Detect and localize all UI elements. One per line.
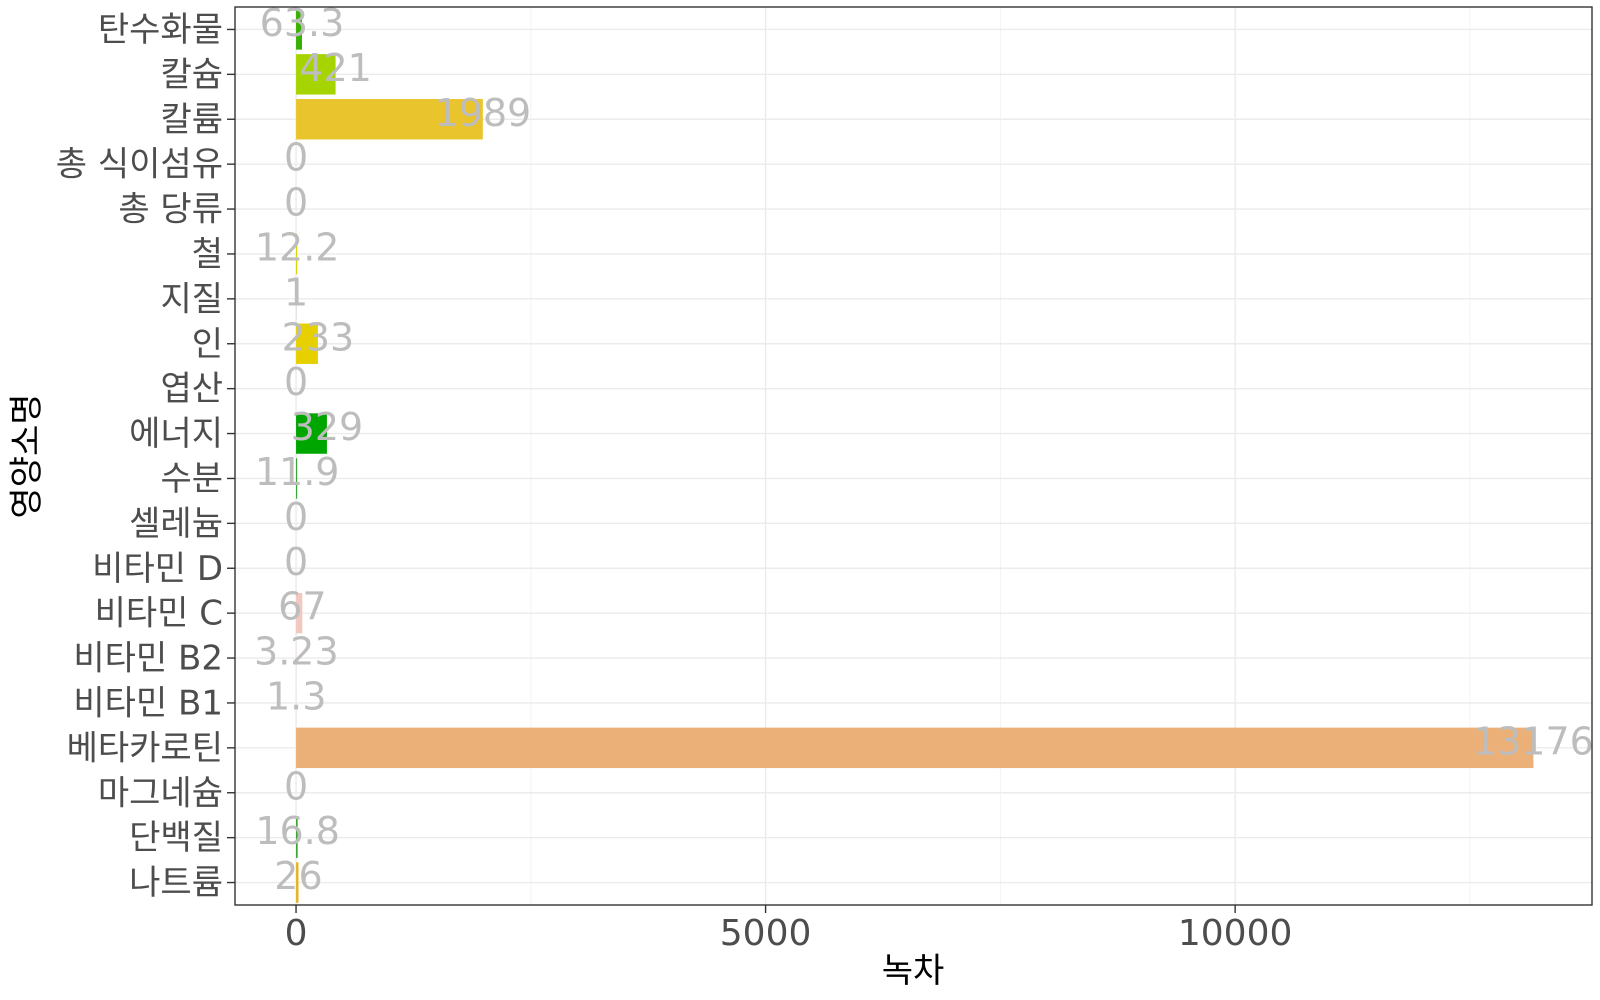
bar-value-label: 3.23 — [254, 630, 339, 674]
bar — [296, 99, 483, 140]
bar-value-label: 0 — [284, 181, 308, 225]
y-tick-label: 지질 — [160, 279, 223, 319]
bar — [296, 862, 299, 903]
bar — [296, 592, 303, 634]
bar-value-label: 0 — [284, 540, 308, 584]
bar-value-label: 233 — [282, 315, 355, 359]
bar-value-label: 421 — [299, 46, 372, 90]
bar-value-label: 16.8 — [255, 809, 340, 853]
y-tick-label: 셀레늄 — [129, 504, 223, 544]
y-axis-title: 영양소명 — [7, 393, 47, 518]
bar-value-label: 13176 — [1473, 719, 1594, 763]
bar-value-label: 0 — [284, 360, 308, 404]
y-tick-label: 비타민 B2 — [73, 639, 223, 679]
y-tick-label: 엽산 — [160, 369, 223, 409]
bar-value-label: 0 — [284, 495, 308, 539]
bar — [296, 458, 298, 499]
y-tick-label: 베타카로틴 — [67, 728, 223, 768]
bar-value-label: 0 — [284, 136, 308, 180]
x-tick-label: 0 — [285, 913, 308, 954]
y-tick-label: 단백질 — [129, 818, 223, 858]
x-tick-label: 10000 — [1178, 913, 1293, 954]
y-tick-label: 탄수화물 — [98, 10, 223, 50]
x-axis-title: 녹차 — [882, 951, 945, 991]
bar-value-label: 1989 — [434, 91, 531, 135]
bar-value-label: 67 — [278, 585, 326, 629]
bar-value-label: 1.3 — [266, 674, 326, 718]
y-tick-label: 칼슘 — [160, 55, 223, 95]
panel-border — [234, 6, 1593, 906]
bar-value-label: 11.9 — [255, 450, 340, 494]
bar — [296, 727, 1534, 769]
y-tick-label: 인 — [192, 324, 223, 364]
bar-value-label: 0 — [284, 764, 308, 808]
bar-value-label: 1 — [284, 270, 308, 314]
y-tick-label: 에너지 — [129, 414, 223, 454]
y-tick-label: 수분 — [160, 459, 223, 499]
x-tick-label: 5000 — [720, 913, 812, 954]
bar-value-label: 26 — [274, 854, 322, 898]
bar — [296, 323, 318, 364]
bars — [296, 9, 1534, 903]
bar — [296, 54, 336, 95]
x-axis: 0 5000 10000 — [285, 905, 1293, 954]
bar-value-label: 12.2 — [255, 225, 340, 269]
bar — [296, 413, 327, 454]
y-tick-label: 총 식이섬유 — [56, 145, 223, 185]
y-tick-label: 철 — [192, 234, 223, 274]
bar — [296, 9, 302, 50]
y-tick-label: 비타민 C — [95, 594, 223, 634]
bar — [296, 233, 298, 275]
y-tick-label: 나트륨 — [129, 863, 223, 903]
bar — [296, 817, 298, 858]
y-tick-label: 마그네슘 — [98, 773, 223, 813]
y-tick-label: 비타민 D — [92, 549, 223, 589]
data-labels: 63.342119890012.21233032911.900673.231.3… — [254, 1, 1594, 898]
bar-value-label: 329 — [291, 405, 364, 449]
y-tick-label: 비타민 B1 — [73, 683, 223, 723]
grid — [235, 7, 1592, 905]
bar-value-label: 63.3 — [260, 1, 345, 45]
y-tick-label: 총 당류 — [118, 190, 223, 230]
y-tick-label: 칼륨 — [160, 100, 223, 140]
